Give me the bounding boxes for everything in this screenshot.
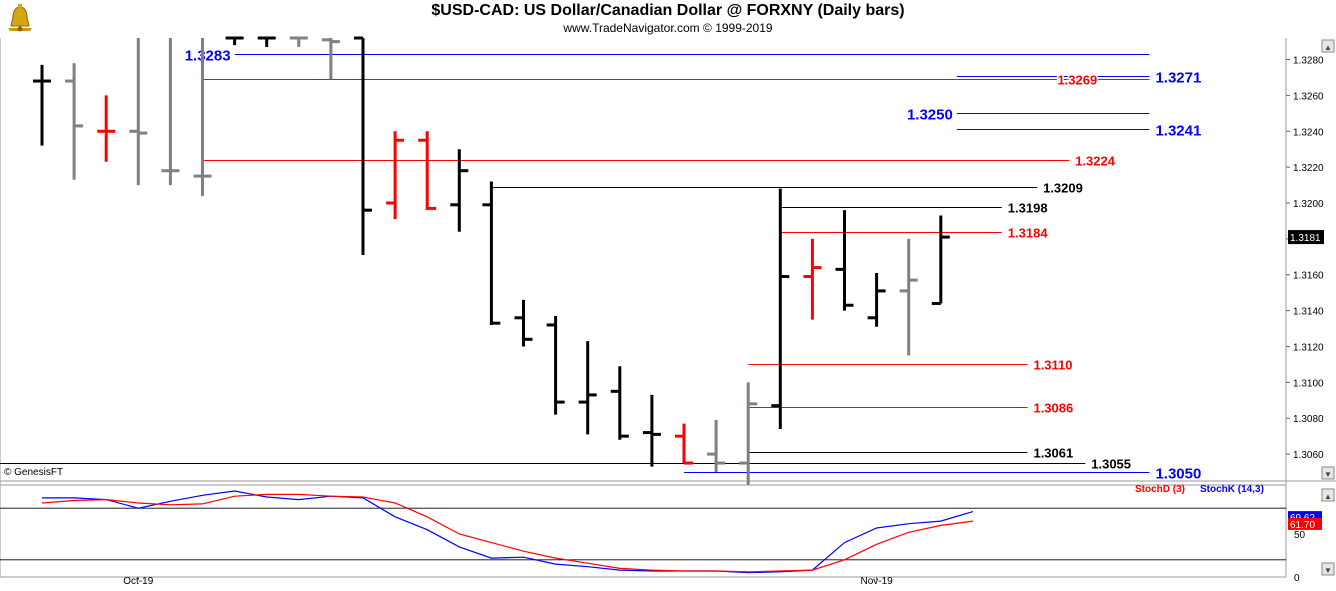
ohlc-bar — [642, 394, 661, 467]
price-level-label: 1.3250 — [907, 107, 953, 124]
price-level-label: 1.3271 — [1155, 70, 1201, 87]
ohlc-bar — [514, 299, 533, 347]
stoch-legend-d: StochD (3) — [1135, 484, 1185, 495]
ohlc-bar — [129, 38, 148, 186]
ohlc-bar — [450, 149, 469, 232]
axis-scroll-button — [1321, 488, 1335, 502]
ohlc-bar — [546, 315, 565, 415]
stoch-d-value-marker — [1288, 517, 1322, 530]
price-level-label: 1.3224 — [1075, 154, 1116, 169]
stoch-line — [41, 493, 973, 573]
y-tick-label: 1.3060 — [1293, 450, 1324, 461]
y-tick-label: 1.3240 — [1293, 127, 1324, 138]
price-level-label: 1.3198 — [1008, 201, 1048, 216]
ohlc-bar — [835, 210, 854, 311]
bell-logo-icon — [8, 4, 32, 32]
chart-subtitle: www.TradeNavigator.com © 1999-2019 — [563, 21, 773, 35]
ohlc-bar — [739, 382, 758, 485]
ohlc-bar — [771, 188, 790, 429]
axis-scroll-button — [1321, 466, 1335, 480]
price-level-label: 1.3269 — [1057, 73, 1097, 88]
copyright-label: © GenesisFT — [4, 467, 64, 478]
ohlc-bar — [65, 63, 84, 180]
ohlc-bar — [578, 341, 597, 435]
ohlc-bar — [193, 38, 212, 196]
ohlc-bar — [321, 38, 340, 80]
y-tick-label: 1.3220 — [1293, 163, 1324, 174]
y-tick-label: 1.3140 — [1293, 307, 1324, 318]
ohlc-bar — [33, 64, 51, 146]
ohlc-bar — [97, 95, 116, 162]
axis-scroll-arrow-icon: ▲ — [1324, 492, 1332, 501]
ohlc-bar — [675, 423, 693, 465]
axis-scroll-button — [1321, 39, 1335, 53]
chart-title: $USD-CAD: US Dollar/Canadian Dollar @ FO… — [431, 2, 905, 19]
y-tick-label: 1.3120 — [1293, 342, 1324, 353]
axis-scroll-arrow-icon: ▼ — [1324, 566, 1332, 575]
ohlc-bar — [899, 238, 918, 356]
stoch-y-tick-label: 50 — [1294, 530, 1306, 541]
ohlc-bar — [610, 366, 629, 440]
y-tick-label: 1.3280 — [1293, 56, 1324, 67]
stoch-d-value: 61.70 — [1290, 520, 1315, 531]
stoch-line — [42, 490, 974, 574]
ohlc-bar — [482, 181, 501, 325]
price-level-label: 1.3055 — [1091, 457, 1131, 472]
price-level-label: 1.3209 — [1043, 181, 1083, 196]
x-tick-label: Oct-19 — [123, 576, 153, 587]
ohlc-bar — [161, 38, 180, 186]
stoch-legend-k: StochK (14,3) — [1200, 484, 1264, 495]
price-level-label: 1.3086 — [1033, 401, 1073, 416]
price-level-label: 1.3061 — [1033, 446, 1073, 461]
price-level-label: 1.3050 — [1155, 466, 1201, 483]
ohlc-bar — [225, 36, 244, 46]
ohlc-bar — [803, 238, 822, 320]
y-tick-label: 1.3100 — [1293, 378, 1324, 389]
ohlc-bar — [354, 36, 372, 256]
ohlc-bar — [386, 131, 405, 220]
ohlc-bar — [707, 420, 726, 473]
ohlc-bar — [867, 272, 886, 327]
y-tick-label: 1.3160 — [1293, 271, 1324, 282]
x-tick-label: Nov-19 — [860, 576, 893, 587]
last-price-label: 1.3181 — [1290, 233, 1321, 244]
price-level-label: 1.3283 — [185, 48, 231, 65]
price-level-label: 1.3241 — [1155, 123, 1201, 140]
y-tick-label: 1.3200 — [1293, 199, 1324, 210]
price-level-label: 1.3184 — [1008, 226, 1049, 241]
ohlc-bar — [418, 131, 437, 211]
y-tick-label: 1.3080 — [1293, 414, 1324, 425]
axis-scroll-arrow-icon: ▲ — [1324, 43, 1332, 52]
price-level-label: 1.3110 — [1033, 358, 1072, 373]
y-tick-label: 1.3260 — [1293, 91, 1324, 102]
last-price-marker — [1288, 230, 1324, 245]
ohlc-bar — [931, 215, 950, 305]
stoch-y-tick-label: 0 — [1294, 573, 1300, 584]
axis-scroll-arrow-icon: ▼ — [1324, 470, 1332, 479]
ohlc-bar — [257, 36, 276, 47]
ohlc-bar — [289, 36, 308, 47]
axis-scroll-button — [1321, 562, 1335, 576]
